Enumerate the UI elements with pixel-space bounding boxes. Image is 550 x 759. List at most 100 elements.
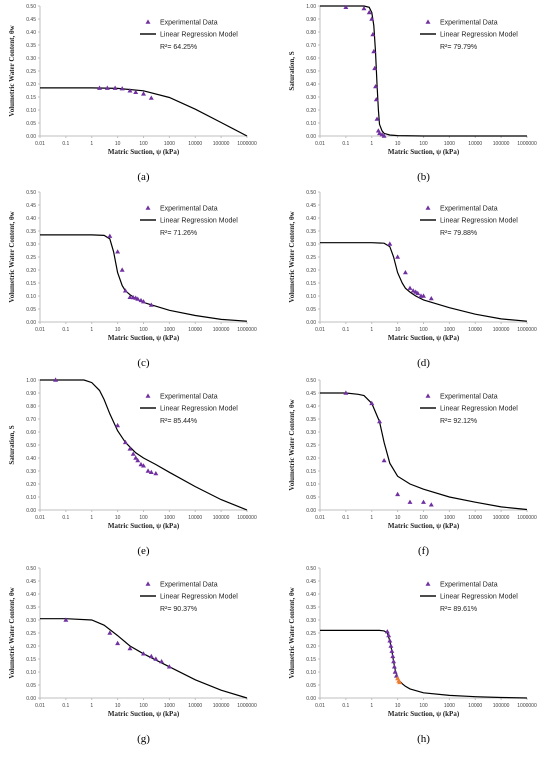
- x-axis-title: Matric Suction, ψ (kPa): [388, 710, 460, 718]
- x-tick-label: 100: [139, 141, 148, 147]
- model-curve: [40, 618, 248, 699]
- data-point: [104, 85, 110, 90]
- data-point: [392, 669, 398, 674]
- data-point: [421, 499, 426, 504]
- y-tick-label: 0.45: [306, 391, 316, 397]
- r-squared-label: R²= 64.25%: [160, 44, 197, 51]
- data-point: [387, 638, 393, 643]
- x-tick-label: 1000: [444, 141, 455, 147]
- data-point: [371, 48, 377, 54]
- x-tick-label: 100000: [493, 515, 510, 521]
- y-tick-label: 0.35: [26, 43, 36, 49]
- y-tick-label: 0.30: [26, 469, 36, 475]
- x-tick-label: 100000: [213, 327, 230, 333]
- x-tick-label: 100: [139, 703, 148, 709]
- legend-marker-experimental: [145, 205, 151, 210]
- data-point: [138, 297, 144, 303]
- chart-panel-f: 0.00 0.05 0.10 0.15 0.20 0.25 0.30 0.35 0.40 0.45…: [288, 378, 537, 557]
- y-tick-label: 0.45: [306, 203, 316, 209]
- y-axis-title: Saturation, S: [288, 51, 296, 90]
- x-axis-title: Matric Suction, ψ (kPa): [108, 710, 180, 718]
- data-point: [107, 233, 113, 238]
- r-squared-label: R²= 71.26%: [160, 230, 197, 237]
- x-tick-label: 100: [139, 515, 148, 521]
- chart-panel-b: 0.00 0.10 0.20 0.30 0.40 0.50 0.60 0.70 0.80 0.90…: [288, 4, 537, 183]
- data-point: [374, 116, 380, 121]
- y-axis-title: Volumetric Water Content, θw: [288, 210, 296, 302]
- legend-label-experimental: Experimental Data: [160, 582, 218, 589]
- x-axis-title: Matric Suction, ψ (kPa): [108, 522, 180, 530]
- y-tick-label: 0.10: [26, 294, 36, 300]
- y-tick-label: 0.25: [26, 255, 36, 261]
- model-curve: [40, 87, 248, 137]
- y-tick-label: 0.60: [26, 430, 36, 436]
- data-point: [141, 463, 146, 468]
- r-squared-label: R²= 79.79%: [440, 44, 477, 51]
- x-tick-label: 1: [370, 327, 373, 333]
- y-tick-label: 0.20: [26, 82, 36, 88]
- chart-panel-d: 0.00 0.05 0.10 0.15 0.20 0.25 0.30 0.35 0.40 0.45…: [288, 190, 537, 369]
- data-point: [373, 84, 379, 89]
- y-tick-label: 0.20: [306, 456, 316, 462]
- x-tick-label: 10: [115, 515, 121, 521]
- x-tick-label: 10: [115, 703, 121, 709]
- x-tick-label: 0.01: [315, 141, 325, 147]
- y-tick-label: 0.50: [306, 378, 316, 384]
- r-squared-label: R²= 85.44%: [160, 418, 197, 425]
- data-point: [391, 659, 397, 664]
- y-tick-label: 0.40: [306, 404, 316, 410]
- x-tick-label: 100000: [493, 327, 510, 333]
- x-tick-label: 10000: [188, 141, 202, 147]
- data-point: [370, 32, 376, 37]
- y-tick-label: 0.15: [26, 95, 36, 101]
- y-axis-title: Volumetric Water Content, θw: [8, 210, 16, 302]
- x-tick-label: 10: [395, 141, 401, 147]
- data-point: [397, 679, 403, 685]
- x-axis-title: Matric Suction, ψ (kPa): [108, 334, 180, 342]
- x-tick-label: 1: [90, 515, 93, 521]
- data-point: [148, 302, 154, 307]
- y-tick-label: 0.15: [306, 281, 316, 287]
- y-tick-label: 0.40: [306, 82, 316, 88]
- y-tick-label: 0.00: [26, 320, 36, 326]
- y-axis-title: Volumetric Water Content, θw: [8, 24, 16, 116]
- r-squared-label: R²= 92.12%: [440, 418, 477, 425]
- x-axis-title: Matric Suction, ψ (kPa): [108, 148, 180, 156]
- legend-label-model: Linear Regression Model: [440, 32, 518, 39]
- y-tick-label: 0.35: [26, 605, 36, 611]
- y-tick-label: 0.45: [306, 579, 316, 585]
- data-point: [115, 640, 121, 646]
- y-tick-label: 0.00: [26, 696, 36, 702]
- x-tick-label: 0.01: [35, 141, 45, 147]
- data-point: [127, 294, 133, 299]
- y-tick-label: 0.10: [306, 294, 316, 300]
- y-tick-label: 0.35: [306, 417, 316, 423]
- data-point: [115, 249, 121, 254]
- x-tick-label: 1000: [444, 327, 455, 333]
- x-tick-label: 1000000: [517, 141, 537, 147]
- y-tick-label: 0.30: [306, 95, 316, 101]
- x-tick-label: 1000: [164, 703, 175, 709]
- y-tick-label: 0.00: [306, 508, 316, 514]
- y-tick-label: 0.10: [306, 482, 316, 488]
- x-tick-label: 10000: [468, 703, 482, 709]
- x-tick-label: 100: [419, 515, 428, 521]
- data-point: [415, 290, 421, 296]
- y-axis-title: Volumetric Water Content, θw: [8, 586, 16, 678]
- legend-marker-experimental: [145, 393, 151, 398]
- x-tick-label: 0.01: [35, 703, 45, 709]
- data-point: [119, 86, 125, 91]
- x-tick-label: 0.01: [315, 703, 325, 709]
- y-tick-label: 1.00: [26, 378, 36, 384]
- x-tick-label: 1000000: [237, 515, 257, 521]
- y-axis-title: Volumetric Water Content, θw: [288, 586, 296, 678]
- data-point: [153, 471, 159, 476]
- x-tick-label: 10000: [188, 327, 202, 333]
- data-point: [63, 617, 69, 622]
- y-tick-label: 0.40: [26, 456, 36, 462]
- x-tick-label: 100: [419, 327, 428, 333]
- r-squared-label: R²= 79.88%: [440, 230, 477, 237]
- model-curve: [320, 5, 527, 137]
- data-point: [366, 9, 372, 15]
- x-tick-label: 0.1: [62, 515, 69, 521]
